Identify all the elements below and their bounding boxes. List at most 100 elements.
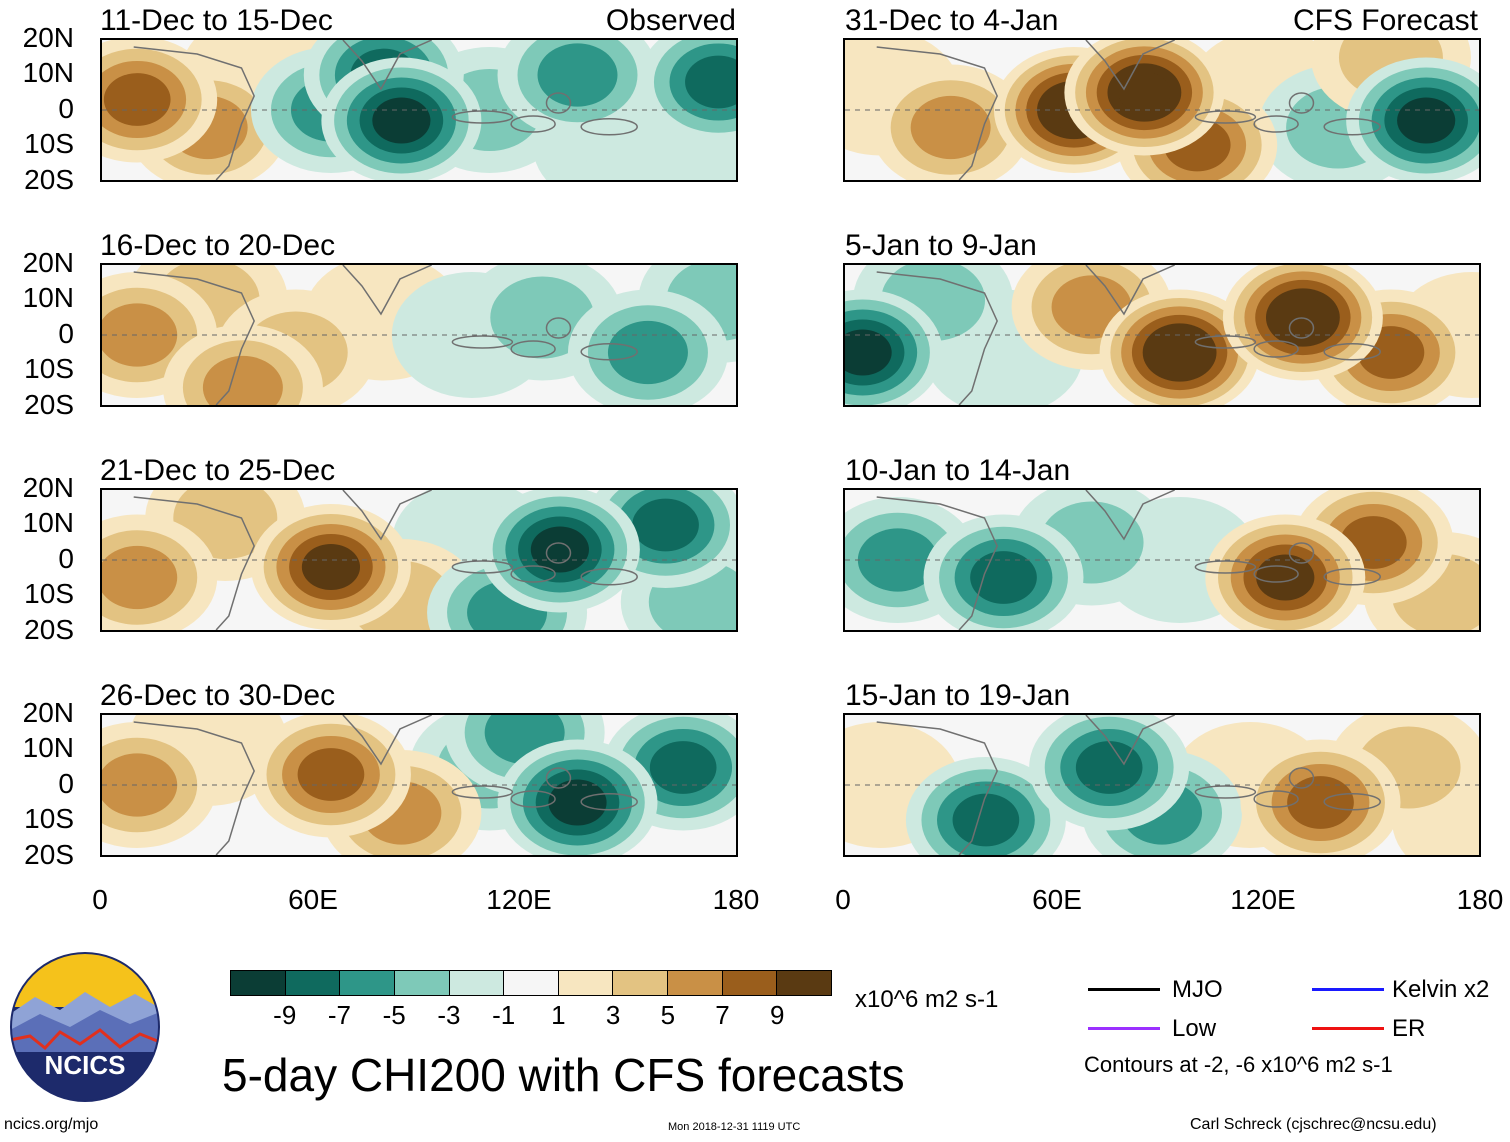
anomaly-contour [490,276,595,359]
lat-label: 0 [58,318,74,349]
map-field [102,490,736,630]
island-outline [1323,568,1381,586]
coastline [133,46,255,180]
coastline [342,715,432,766]
anomaly-contour [1153,331,1206,374]
legend-label-low: Low [1172,1015,1217,1042]
anomaly-contour [301,544,361,590]
colorbar-swatch [668,971,723,995]
colorbar-swatch [231,971,286,995]
lon-label: 60E [288,884,338,915]
island-outline [1194,335,1257,349]
island-outline [1253,790,1299,808]
coastline [342,490,432,541]
lat-label: 10S [24,578,74,609]
anomaly-contour [102,303,178,367]
author-credit: Carl Schreck (cjschrec@ncsu.edu) [1190,1116,1437,1133]
coastline [1085,490,1175,541]
map-panel [843,38,1481,182]
lon-label: 180 [1456,884,1504,915]
anomaly-contour [1256,554,1315,601]
island-outline [545,92,572,114]
lat-label: 10N [22,57,74,88]
colorbar-swatch [558,971,614,995]
island-outline [510,115,556,133]
contour-note: Contours at -2, -6 x10^6 m2 s-1 [1084,1052,1393,1077]
anomaly-contour [530,526,589,573]
colorbar-swatch [394,971,450,995]
colorbar-swatch [285,971,341,995]
colorbar-tick: -9 [273,1000,297,1030]
lat-label: 10S [24,353,74,384]
island-outline [451,560,514,574]
coastline [133,721,255,855]
island-outline [580,568,638,586]
coastline [1085,265,1175,316]
lat-label: 10S [24,803,74,834]
island-outline [451,785,514,799]
colorbar-tick: -1 [492,1000,516,1030]
panel-title: 10-Jan to 14-Jan [845,454,1071,487]
island-outline [545,317,572,339]
island-outline [1323,793,1381,811]
website-link[interactable]: ncics.org/mjo [4,1116,99,1133]
island-outline [1288,317,1315,339]
map-panel [100,263,738,407]
panel-title: 16-Dec to 20-Dec [100,229,336,262]
map-field [102,715,736,855]
map-field [845,715,1479,855]
map-field [102,265,736,405]
lon-label: 0 [92,884,108,915]
map-panel [843,488,1481,632]
colorbar-tick: 9 [770,1000,785,1030]
coastline [133,271,255,405]
island-outline [580,343,638,361]
coastline [133,496,255,630]
panel-source-label: Observed [605,4,736,37]
logo-text: NCICS [45,1050,126,1080]
anomaly-contour [970,551,1037,604]
lat-label: 20N [22,472,74,503]
lat-label: 20S [24,164,74,195]
island-outline [510,565,556,583]
lat-label: 0 [58,93,74,124]
island-outline [1253,115,1299,133]
lat-label: 20N [22,697,74,728]
lat-label: 20S [24,389,74,420]
lat-label: 10N [22,732,74,763]
colorbar-tick: -3 [437,1000,461,1030]
island-outline [580,118,638,136]
coastline [876,271,998,405]
lat-label: 10S [24,128,74,159]
lon-label: 120E [1230,884,1296,915]
map-panel [100,488,738,632]
anomaly-contour [952,793,1020,847]
anomaly-contour [102,753,178,817]
colorbar-tick: -5 [382,1000,406,1030]
colorbar-tick: 3 [605,1000,621,1030]
anomaly-contour [297,748,365,801]
timestamp: Mon 2018-12-31 1119 UTC [668,1121,801,1133]
lat-label: 0 [58,543,74,574]
anomaly-contour [202,355,283,405]
coastline [342,265,432,316]
map-panel [843,713,1481,857]
island-outline [1288,767,1315,789]
anomaly-contour [1287,776,1354,829]
anomaly-contour [632,498,699,552]
colorbar-swatch [340,971,395,995]
legend-line-low [1088,1027,1160,1030]
island-outline [510,340,556,358]
lat-label: 0 [58,768,74,799]
lon-label: 60E [1032,884,1082,915]
colorbar-tick: 1 [551,1000,566,1030]
panel-title: 21-Dec to 25-Dec [100,454,336,487]
coastline [876,46,998,180]
island-outline [1194,785,1257,799]
coastline [876,721,998,855]
ncics-logo-icon: NCICS [10,952,160,1102]
island-outline [1253,565,1299,583]
lat-label: 20N [22,22,74,53]
panel-title: 5-Jan to 9-Jan [845,229,1037,262]
map-field [845,40,1479,180]
